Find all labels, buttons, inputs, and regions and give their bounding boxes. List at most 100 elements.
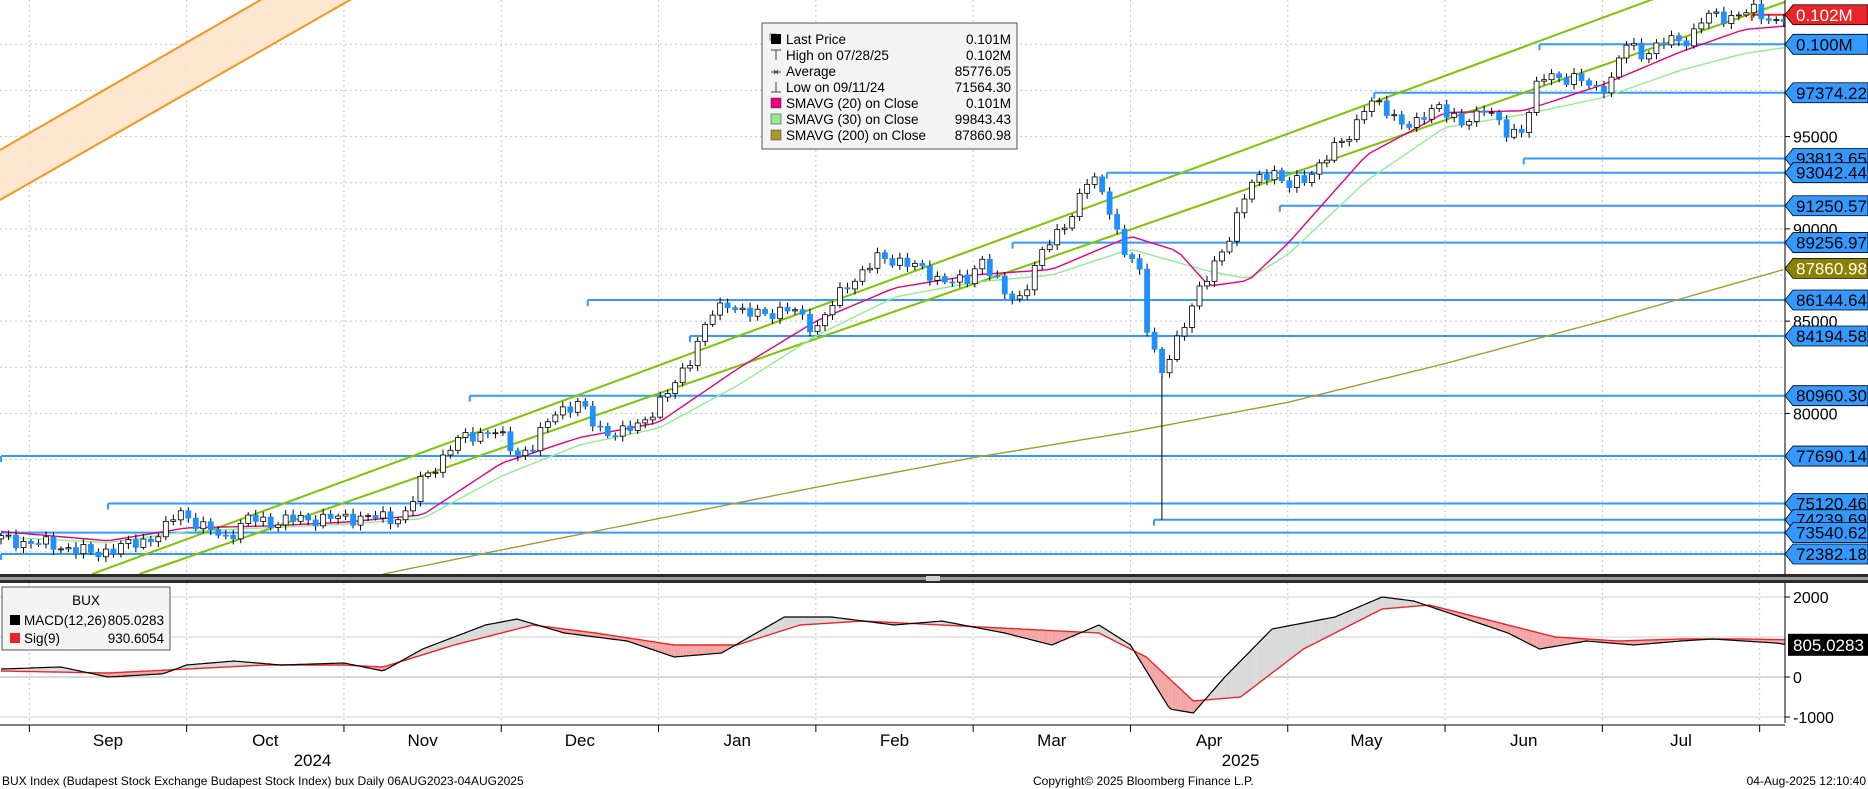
candle bbox=[1114, 208, 1121, 235]
candle-body bbox=[837, 287, 843, 306]
macd-diff-slice bbox=[1344, 611, 1348, 629]
candle bbox=[814, 320, 821, 335]
macd-diff-slice bbox=[117, 672, 121, 677]
candle-body bbox=[327, 513, 334, 519]
macd-diff-slice bbox=[1627, 640, 1631, 645]
macd-diff-slice bbox=[192, 664, 197, 669]
macd-diff-slice bbox=[680, 645, 684, 657]
macd-diff-slice bbox=[54, 667, 58, 673]
macd-diff-slice bbox=[224, 661, 228, 668]
candle-body bbox=[1039, 249, 1046, 266]
price-tag: 84194.58 bbox=[1784, 325, 1868, 347]
macd-diff-slice bbox=[236, 661, 241, 667]
candle bbox=[1743, 9, 1750, 18]
candle bbox=[1578, 68, 1585, 87]
price-tag-bg bbox=[1784, 289, 1868, 311]
macd-diff-slice bbox=[658, 642, 662, 653]
macd-diff-slice bbox=[1042, 630, 1046, 644]
candle bbox=[949, 278, 956, 287]
macd-diff-slice bbox=[148, 670, 153, 675]
candle-body bbox=[1301, 175, 1308, 184]
macd-diff-slice bbox=[1265, 632, 1269, 678]
candle-body bbox=[425, 472, 431, 477]
macd-diff-slice bbox=[1237, 661, 1241, 698]
candle bbox=[88, 541, 94, 555]
candle bbox=[1376, 97, 1383, 106]
macd-legend-value: 930.6054 bbox=[108, 631, 165, 646]
macd-diff-slice bbox=[123, 672, 127, 677]
macd-lines bbox=[0, 596, 1785, 714]
macd-diff-slice bbox=[108, 672, 112, 677]
macd-diff-slice bbox=[677, 645, 681, 657]
candle bbox=[1443, 99, 1450, 123]
candle-body bbox=[1571, 73, 1577, 85]
candle-body bbox=[80, 544, 87, 555]
macd-diff-slice bbox=[513, 619, 517, 630]
price-tag: 87860.98 bbox=[1784, 257, 1868, 279]
candle-body bbox=[65, 547, 72, 550]
legend-entry-value: 71564.30 bbox=[955, 80, 1011, 95]
candle-body bbox=[477, 432, 484, 442]
candle-body bbox=[1728, 15, 1735, 24]
macd-diff-slice bbox=[1356, 606, 1361, 622]
candle bbox=[1406, 121, 1413, 131]
candle-body bbox=[1016, 295, 1023, 300]
macd-diff-slice bbox=[16, 668, 20, 672]
macd-diff-slice bbox=[19, 668, 24, 672]
macd-diff-slice bbox=[1294, 624, 1298, 657]
candle-body bbox=[1443, 104, 1450, 118]
candle-body bbox=[499, 431, 506, 434]
candle bbox=[1735, 11, 1742, 21]
candle-body bbox=[365, 515, 371, 517]
macd-diff-slice bbox=[1190, 698, 1194, 713]
candle-body bbox=[1091, 176, 1098, 185]
candle-body bbox=[1421, 117, 1428, 120]
candle-body bbox=[88, 544, 94, 553]
macd-diff-slice bbox=[699, 645, 703, 655]
macd-diff-slice bbox=[1652, 639, 1656, 644]
candle-body bbox=[447, 449, 454, 456]
price-tag-bg bbox=[1784, 162, 1868, 184]
panel-divider[interactable] bbox=[0, 574, 1868, 583]
month-label: Jan bbox=[723, 731, 750, 750]
candle bbox=[1039, 246, 1046, 270]
macd-diff-slice bbox=[1372, 599, 1376, 614]
macd-diff-slice bbox=[1498, 622, 1502, 631]
macd-diff-slice bbox=[649, 641, 653, 650]
macd-diff-slice bbox=[133, 671, 137, 676]
macd-diff-slice bbox=[158, 670, 162, 675]
macd-diff-slice bbox=[1054, 630, 1059, 644]
macd-diff-slice bbox=[466, 631, 470, 642]
price-tag-bg bbox=[1784, 445, 1868, 467]
candle-body bbox=[170, 519, 177, 522]
macd-diff-slice bbox=[23, 668, 27, 672]
candle-body bbox=[1668, 35, 1675, 46]
macd-diff-slice bbox=[1514, 626, 1518, 638]
candle-body bbox=[552, 414, 559, 423]
macd-diff-slice bbox=[243, 661, 247, 667]
macd-diff-slice bbox=[1781, 639, 1785, 645]
candle bbox=[986, 254, 993, 281]
macd-diff-slice bbox=[35, 667, 39, 672]
candle-body bbox=[1676, 35, 1682, 42]
candle-body bbox=[1503, 119, 1510, 138]
macd-diff-slice bbox=[661, 643, 665, 654]
macd-diff-slice bbox=[831, 617, 835, 623]
candle-body bbox=[1084, 183, 1091, 194]
month-label: Oct bbox=[252, 731, 279, 750]
candle bbox=[1773, 16, 1780, 25]
macd-diff-slice bbox=[1507, 625, 1512, 635]
candle bbox=[597, 420, 604, 432]
candle bbox=[1129, 252, 1135, 264]
candle bbox=[177, 507, 184, 526]
candle-body bbox=[507, 431, 514, 452]
macd-diff-slice bbox=[32, 667, 36, 672]
macd-diff-slice bbox=[48, 667, 52, 672]
candle-body bbox=[162, 520, 169, 538]
macd-diff-slice bbox=[1262, 635, 1266, 681]
candle-body bbox=[402, 510, 409, 521]
macd-diff-slice bbox=[1253, 645, 1257, 688]
macd-legend: BUX MACD(12,26) 805.0283 Sig(9) 930.6054 bbox=[1, 586, 171, 651]
macd-diff-slice bbox=[589, 632, 593, 637]
macd-diff-slice bbox=[1290, 624, 1295, 659]
